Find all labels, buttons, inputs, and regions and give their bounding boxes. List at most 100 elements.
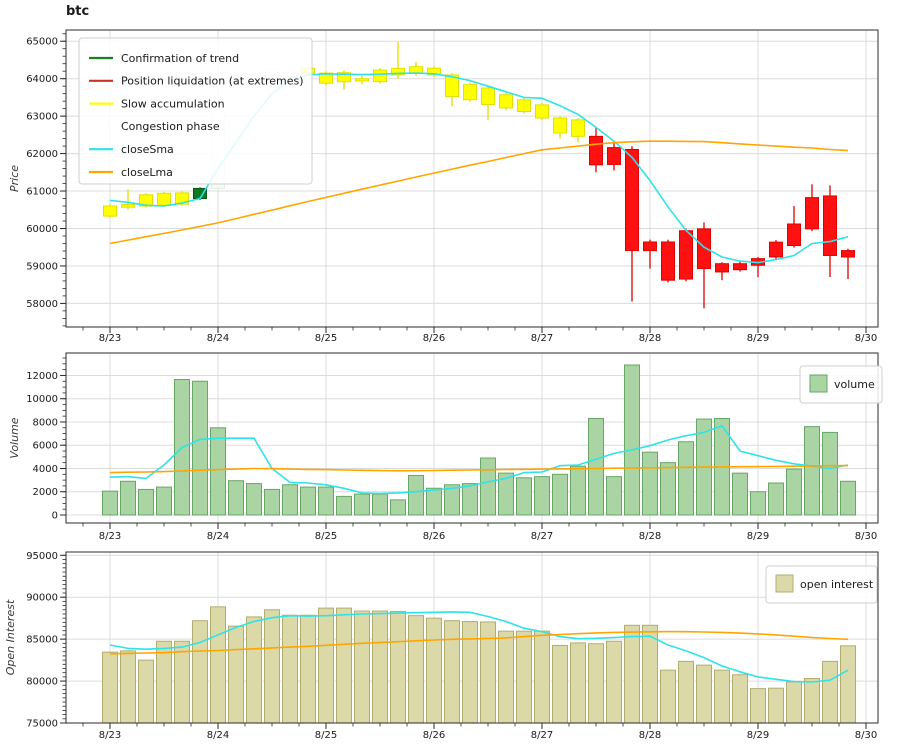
- bar: [390, 610, 406, 724]
- bar: [318, 607, 334, 724]
- legend-label: volume: [834, 378, 875, 391]
- x-tick-label: 8/27: [531, 531, 553, 542]
- oiLma-line: [109, 630, 849, 655]
- x-tick-label: 8/28: [639, 531, 661, 542]
- x-tick-label: 8/25: [315, 730, 337, 741]
- bar: [246, 616, 262, 724]
- y-tick-label: 59000: [26, 261, 58, 272]
- candle-body-liquidation: [661, 241, 675, 281]
- bar: [588, 643, 604, 724]
- bar: [282, 484, 298, 516]
- candle-body-slow_accumulation: [157, 192, 171, 206]
- legend-label: Position liquidation (at extremes): [121, 75, 304, 88]
- candle-body-liquidation: [805, 197, 819, 230]
- bar: [534, 630, 550, 724]
- candle-body-slow_accumulation: [103, 205, 117, 217]
- bar: [264, 488, 280, 516]
- bar: [606, 640, 622, 724]
- bar: [300, 614, 316, 724]
- x-axis: 8/23 8/24 8/25 8/26 8/27 8/28 8/29 8/30: [82, 327, 877, 344]
- bar: [822, 431, 838, 516]
- candle-body-liquidation: [841, 250, 855, 258]
- candle-body-liquidation: [643, 241, 657, 252]
- y-tick-label: 2000: [33, 487, 58, 498]
- bar: [660, 462, 676, 516]
- candle-body-liquidation: [715, 263, 729, 273]
- bar: [408, 615, 424, 724]
- closeLma-line: [109, 140, 849, 245]
- bar: [642, 624, 658, 724]
- bar: [750, 688, 766, 724]
- legend-swatch: [809, 374, 828, 393]
- price-legend: Confirmation of trend Position liquidatio…: [78, 37, 313, 185]
- legend-label: Slow accumulation: [121, 97, 225, 110]
- y-tick-label: 90000: [26, 593, 58, 604]
- bar: [102, 651, 118, 724]
- bar: [804, 678, 820, 724]
- candle-body-liquidation: [607, 147, 621, 165]
- bar: [822, 660, 838, 724]
- x-tick-label: 8/24: [207, 333, 229, 344]
- bar: [426, 487, 442, 516]
- candle-body-slow_accumulation: [499, 94, 513, 109]
- x-tick-label: 8/27: [531, 730, 553, 741]
- y-tick-label: 64000: [26, 74, 58, 85]
- x-tick-label: 8/29: [747, 730, 769, 741]
- bars: [102, 364, 856, 516]
- bar: [228, 480, 244, 516]
- legend-swatch: [775, 574, 794, 593]
- bar: [552, 473, 568, 516]
- bar: [462, 483, 478, 516]
- candle-body-slow_accumulation: [121, 204, 135, 208]
- candle-body-slow_accumulation: [535, 104, 549, 119]
- candle-body-slow_accumulation: [373, 69, 387, 83]
- y-tick-label: 58000: [26, 299, 58, 310]
- bar: [678, 441, 694, 516]
- legend-label: open interest: [800, 578, 874, 591]
- y-tick-label: 60000: [26, 224, 58, 235]
- bar: [840, 645, 856, 724]
- bar: [390, 499, 406, 516]
- bar: [444, 620, 460, 724]
- panel-border: [65, 29, 879, 328]
- bar: [534, 476, 550, 516]
- bar: [300, 486, 316, 516]
- y-tick-label: 8000: [33, 417, 58, 428]
- legend-label: Congestion phase: [121, 120, 220, 133]
- bar: [210, 427, 226, 516]
- bar: [138, 488, 154, 516]
- bar: [372, 610, 388, 724]
- candle-body-liquidation: [769, 241, 783, 258]
- bar: [516, 630, 532, 724]
- x-tick-label: 8/30: [855, 730, 877, 741]
- candle-body-slow_accumulation: [571, 119, 585, 137]
- y-tick-label: 12000: [26, 371, 58, 382]
- legend-label: closeLma: [121, 166, 173, 179]
- bar: [642, 451, 658, 516]
- bar: [552, 644, 568, 724]
- bar: [264, 609, 280, 724]
- candle-body-slow_accumulation: [427, 67, 441, 76]
- bar: [840, 480, 856, 516]
- x-tick-label: 8/30: [855, 531, 877, 542]
- bar: [624, 624, 640, 724]
- candle-body-liquidation: [733, 263, 747, 271]
- y-tick-label: 80000: [26, 677, 58, 688]
- y-axis: 75000 80000 85000 90000 95000: [26, 551, 66, 730]
- bar: [480, 621, 496, 724]
- bar: [192, 620, 208, 724]
- candle-body-liquidation: [679, 230, 693, 280]
- candle-body-slow_accumulation: [445, 74, 459, 97]
- bar: [570, 465, 586, 516]
- bar: [768, 687, 784, 724]
- x-tick-label: 8/28: [639, 730, 661, 741]
- bar: [120, 650, 136, 724]
- oiSma-line: [109, 611, 849, 683]
- bar: [786, 468, 802, 516]
- candle-body-slow_accumulation: [517, 99, 531, 112]
- candle-body-slow_accumulation: [391, 67, 405, 76]
- volume-legend: volume: [799, 365, 883, 404]
